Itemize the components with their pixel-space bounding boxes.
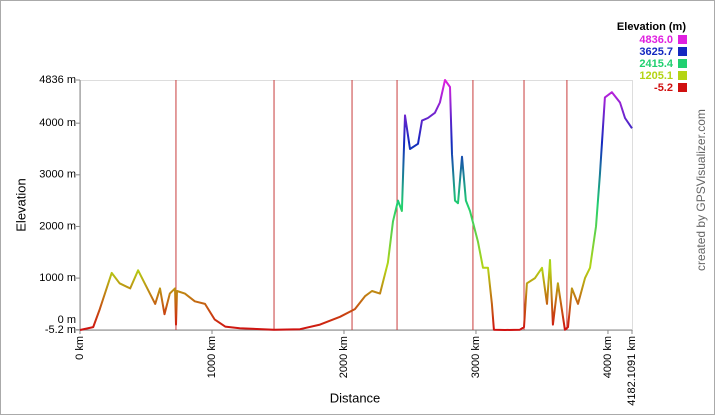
y-tick-label: 0 m bbox=[58, 314, 76, 326]
y-tick-label: 3000 m bbox=[39, 169, 76, 181]
y-tick-label: 1000 m bbox=[39, 272, 76, 284]
y-tick-label: 2000 m bbox=[39, 220, 76, 232]
legend-label: 4836.0 bbox=[639, 34, 673, 46]
legend-swatch bbox=[678, 47, 687, 56]
legend-label: 3625.7 bbox=[639, 46, 673, 58]
credit: created by GPSVisualizer.com bbox=[694, 109, 708, 271]
x-tick-label: 3000 km bbox=[470, 336, 482, 378]
x-tick-label: 2000 km bbox=[338, 336, 350, 378]
y-tick-label: 4836 m bbox=[39, 74, 76, 86]
legend-title: Elevation (m) bbox=[617, 21, 686, 33]
x-tick-label: 4182.1091 km bbox=[626, 336, 638, 406]
legend-swatch bbox=[678, 35, 687, 44]
x-tick-label: 4000 km bbox=[602, 336, 614, 378]
elevation-line bbox=[79, 79, 633, 331]
legend-swatch bbox=[678, 83, 687, 92]
x-tick-label: 0 km bbox=[74, 336, 86, 360]
legend-label: -5.2 bbox=[654, 82, 673, 94]
legend-swatch bbox=[678, 59, 687, 68]
y-axis-label: Elevation bbox=[13, 178, 28, 231]
x-axis-label: Distance bbox=[330, 390, 381, 405]
y-tick-label: -5.2 m bbox=[45, 324, 76, 336]
y-tick-label: 4000 m bbox=[39, 117, 76, 129]
legend-swatch bbox=[678, 71, 687, 80]
legend-label: 2415.4 bbox=[639, 58, 674, 70]
legend-label: 1205.1 bbox=[639, 70, 673, 82]
x-tick-label: 1000 km bbox=[206, 336, 218, 378]
